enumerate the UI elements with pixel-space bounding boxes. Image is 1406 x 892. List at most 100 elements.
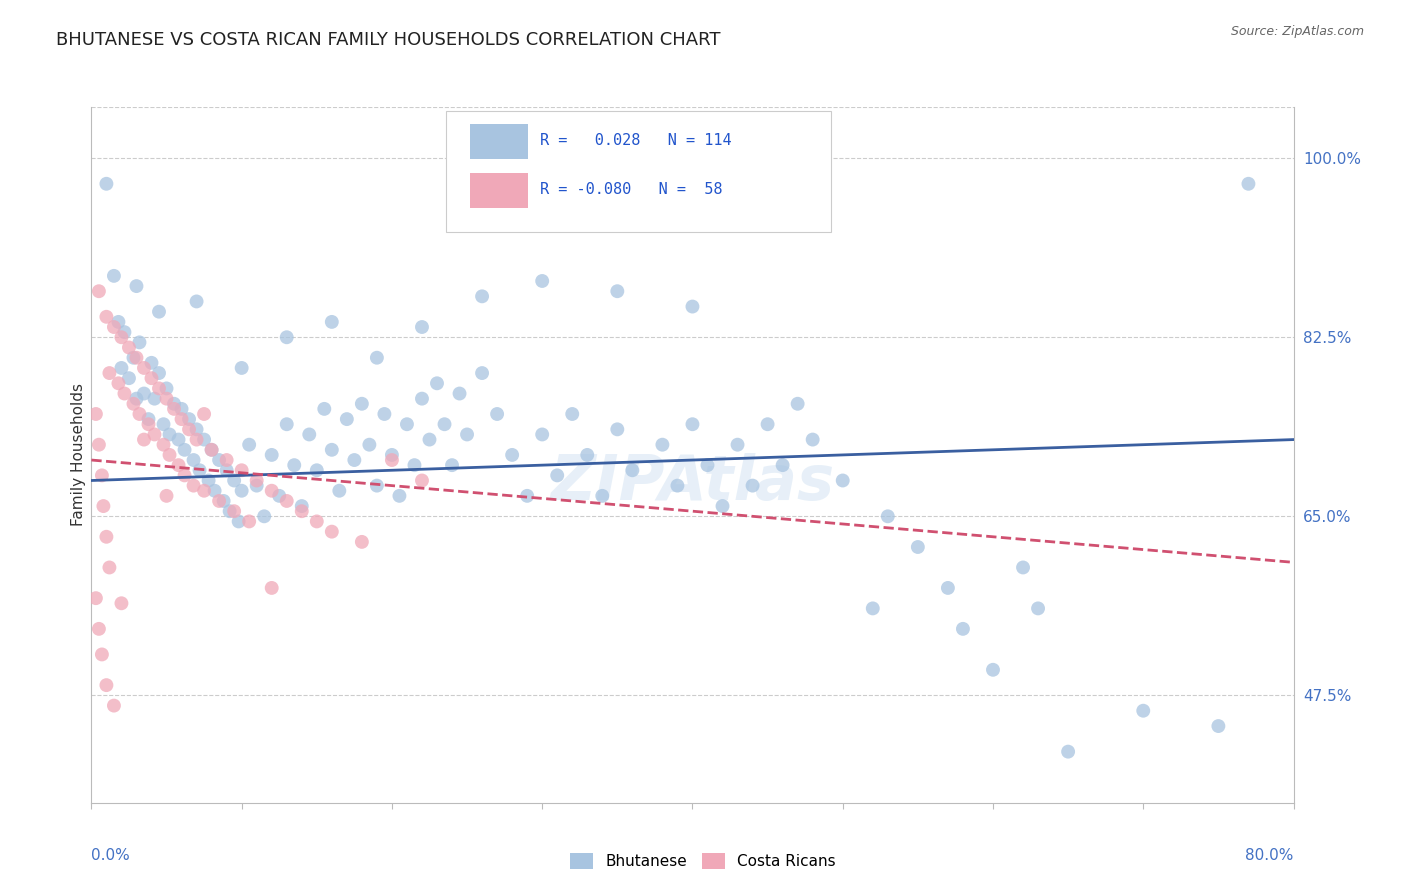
Point	[711, 499, 734, 513]
Point	[404, 458, 426, 472]
Point	[193, 483, 215, 498]
Point	[681, 300, 703, 314]
Point	[193, 433, 215, 447]
Point	[305, 463, 328, 477]
Point	[395, 417, 418, 432]
Point	[103, 320, 125, 334]
Point	[1026, 601, 1049, 615]
Point	[516, 489, 538, 503]
Y-axis label: Family Households: Family Households	[70, 384, 86, 526]
Point	[343, 453, 366, 467]
Point	[114, 386, 136, 401]
Point	[84, 591, 107, 606]
Point	[138, 417, 160, 432]
Point	[231, 483, 253, 498]
Point	[231, 360, 253, 375]
Point	[87, 284, 110, 298]
Point	[328, 483, 350, 498]
Point	[103, 698, 125, 713]
Point	[148, 304, 170, 318]
Point	[238, 515, 260, 529]
Point	[449, 386, 471, 401]
Point	[756, 417, 779, 432]
Point	[167, 433, 190, 447]
Legend: Bhutanese, Costa Ricans: Bhutanese, Costa Ricans	[564, 847, 842, 875]
Point	[107, 376, 129, 391]
Point	[741, 478, 763, 492]
Point	[531, 427, 554, 442]
Point	[411, 320, 433, 334]
Point	[411, 392, 433, 406]
Point	[201, 442, 224, 457]
Point	[128, 407, 150, 421]
Point	[772, 458, 794, 472]
Point	[218, 504, 240, 518]
Point	[114, 325, 136, 339]
Point	[1237, 177, 1260, 191]
Point	[110, 596, 132, 610]
Point	[260, 448, 283, 462]
Point	[546, 468, 568, 483]
Point	[486, 407, 509, 421]
Point	[441, 458, 464, 472]
Point	[606, 284, 628, 298]
Point	[283, 458, 305, 472]
Point	[246, 478, 269, 492]
Point	[238, 438, 260, 452]
Point	[93, 499, 115, 513]
Point	[96, 310, 118, 324]
Point	[576, 448, 599, 462]
Point	[103, 268, 125, 283]
Point	[141, 356, 163, 370]
Point	[159, 448, 181, 462]
Point	[291, 504, 314, 518]
Point	[87, 622, 110, 636]
Point	[132, 433, 155, 447]
Point	[381, 448, 404, 462]
Point	[122, 351, 145, 365]
Point	[125, 279, 148, 293]
Point	[621, 463, 644, 477]
Point	[87, 438, 110, 452]
Point	[186, 433, 208, 447]
Text: 80.0%: 80.0%	[1246, 848, 1294, 863]
Point	[433, 417, 456, 432]
Point	[96, 530, 118, 544]
Point	[197, 474, 219, 488]
Point	[107, 315, 129, 329]
Point	[269, 489, 291, 503]
Point	[359, 438, 381, 452]
FancyBboxPatch shape	[446, 111, 831, 232]
Point	[208, 494, 231, 508]
Point	[388, 489, 411, 503]
Point	[152, 417, 174, 432]
Text: BHUTANESE VS COSTA RICAN FAMILY HOUSEHOLDS CORRELATION CHART: BHUTANESE VS COSTA RICAN FAMILY HOUSEHOL…	[56, 31, 721, 49]
Point	[276, 330, 298, 344]
Point	[501, 448, 523, 462]
Point	[276, 494, 298, 508]
Point	[201, 442, 224, 457]
Point	[336, 412, 359, 426]
Point	[1057, 745, 1080, 759]
Point	[831, 474, 853, 488]
Point	[531, 274, 554, 288]
Point	[98, 560, 121, 574]
Point	[471, 289, 494, 303]
Point	[253, 509, 276, 524]
Point	[862, 601, 884, 615]
Point	[204, 483, 226, 498]
Point	[321, 442, 343, 457]
Point	[350, 534, 373, 549]
Point	[591, 489, 613, 503]
Point	[132, 386, 155, 401]
FancyBboxPatch shape	[470, 173, 527, 208]
Point	[110, 330, 132, 344]
Text: ZIPAtlas: ZIPAtlas	[550, 453, 835, 513]
Point	[350, 397, 373, 411]
Point	[132, 360, 155, 375]
Point	[276, 417, 298, 432]
Text: R = -0.080   N =  58: R = -0.080 N = 58	[540, 182, 723, 196]
Point	[471, 366, 494, 380]
Point	[681, 417, 703, 432]
Point	[177, 422, 200, 436]
